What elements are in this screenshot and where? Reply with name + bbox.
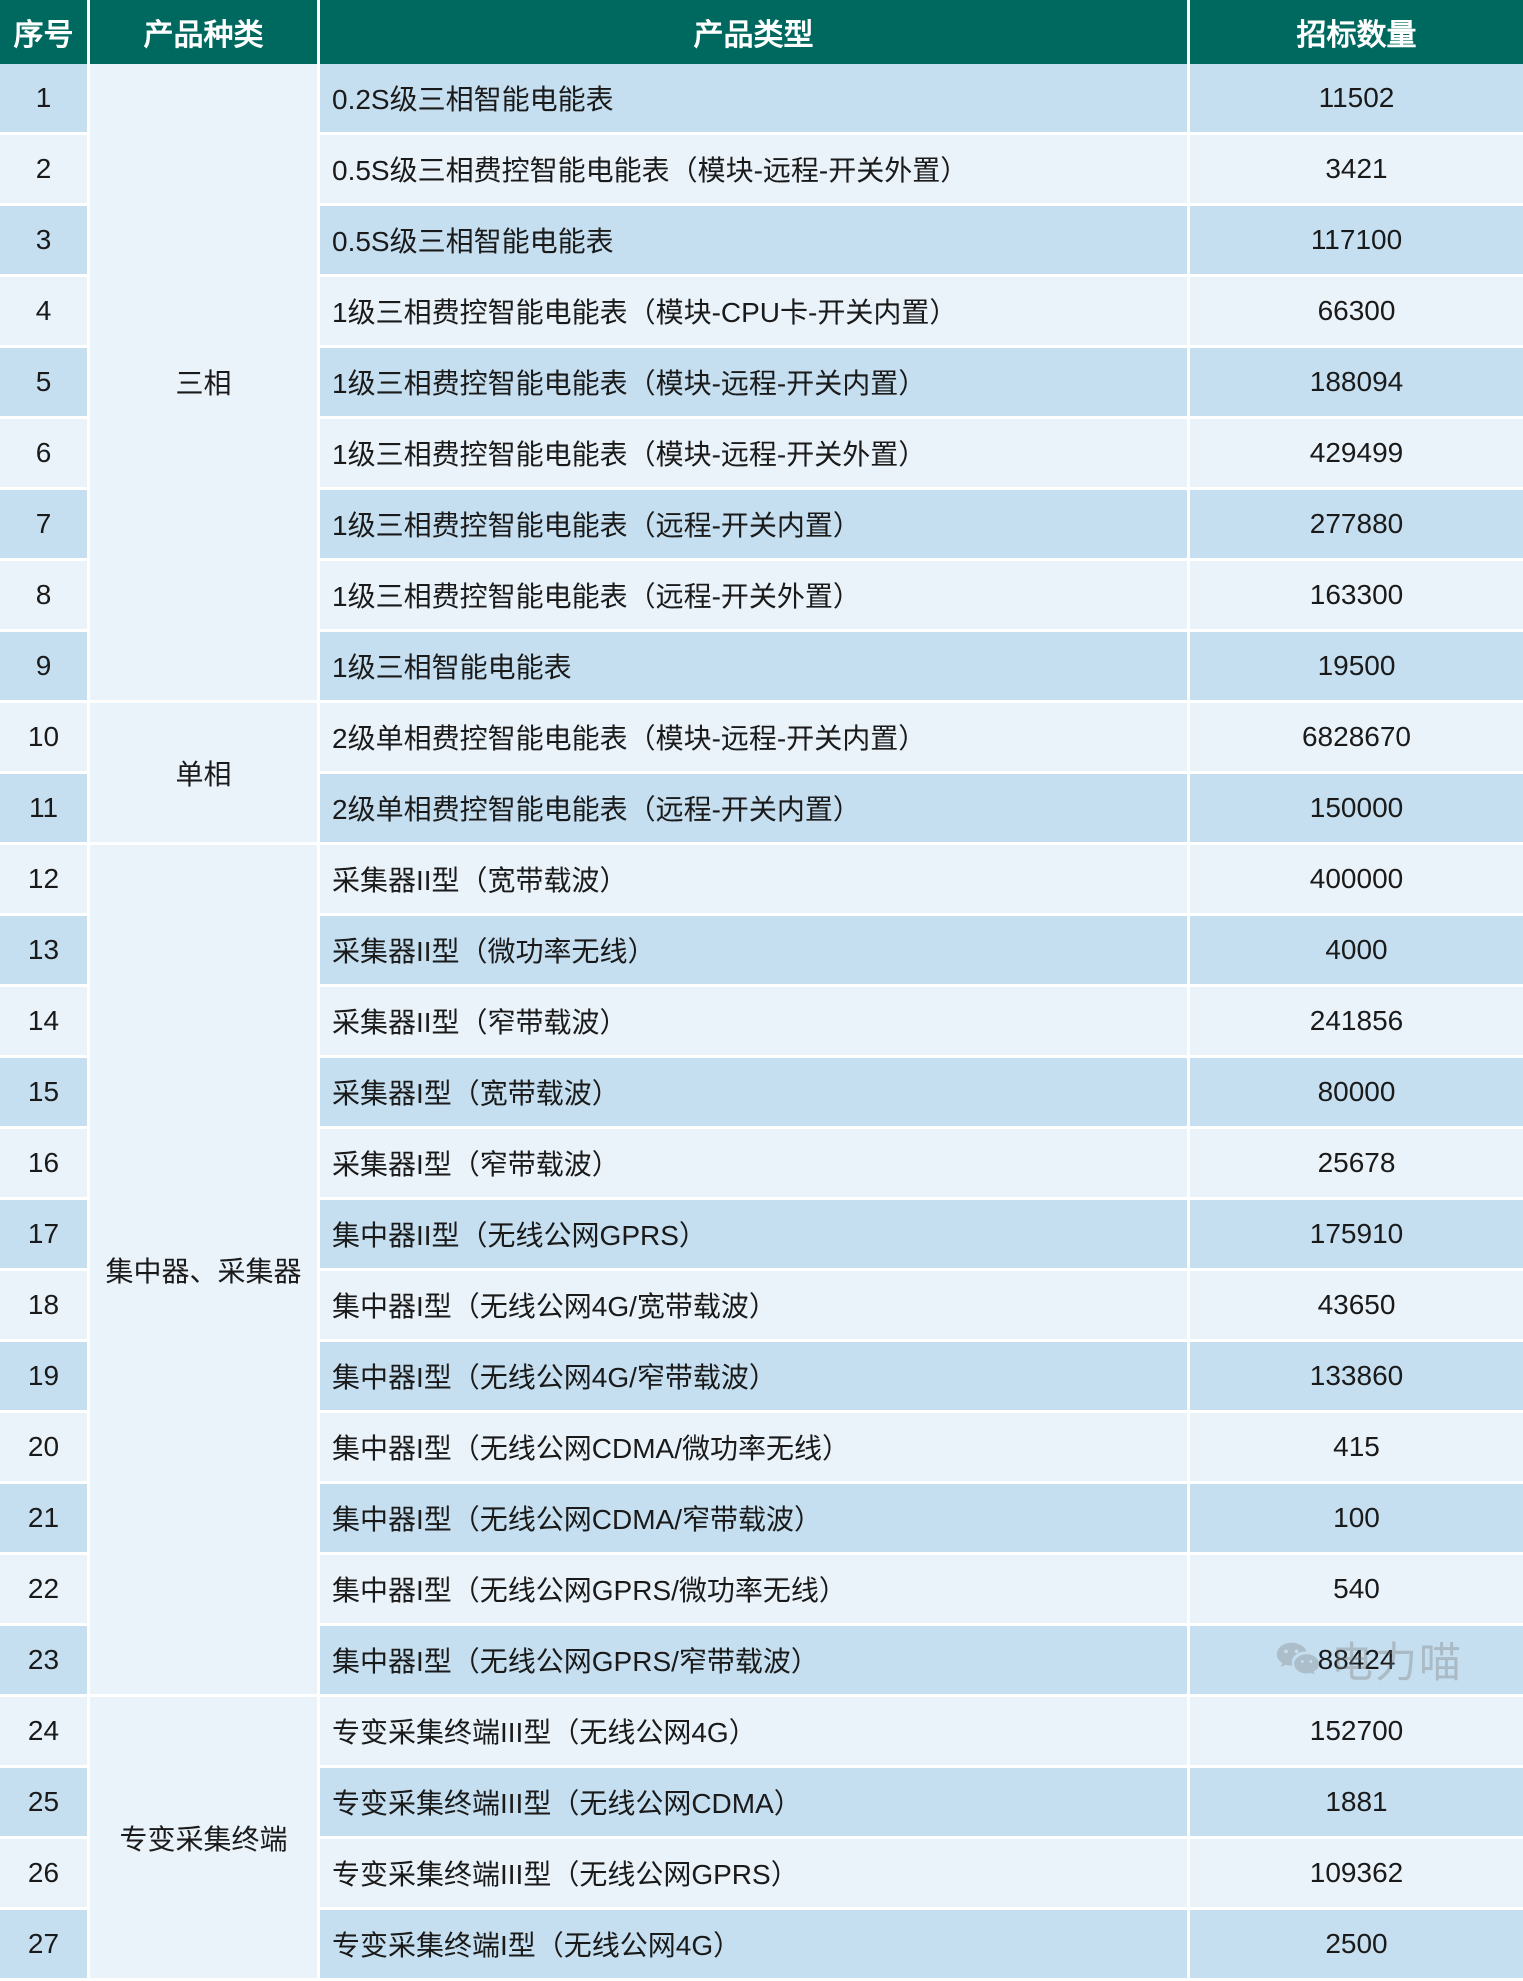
cell-type: 集中器II型（无线公网GPRS） [320,1200,1190,1271]
cell-seq: 22 [0,1555,90,1626]
cell-qty: 133860 [1190,1342,1523,1413]
cell-seq: 16 [0,1129,90,1200]
header-type: 产品类型 [320,0,1190,64]
cell-type: 采集器II型（窄带载波） [320,987,1190,1058]
cell-qty: 25678 [1190,1129,1523,1200]
cell-qty: 117100 [1190,206,1523,277]
cell-seq: 2 [0,135,90,206]
cell-seq: 14 [0,987,90,1058]
cell-type: 集中器I型（无线公网GPRS/微功率无线） [320,1555,1190,1626]
cell-type: 集中器I型（无线公网CDMA/微功率无线） [320,1413,1190,1484]
cell-qty: 2500 [1190,1910,1523,1981]
cell-type: 0.5S级三相费控智能电能表（模块-远程-开关外置） [320,135,1190,206]
cell-qty: 150000 [1190,774,1523,845]
cell-category: 三相 [90,64,320,703]
cell-seq: 24 [0,1697,90,1768]
cell-type: 采集器I型（窄带载波） [320,1129,1190,1200]
cell-type: 1级三相智能电能表 [320,632,1190,703]
cell-type: 2级单相费控智能电能表（模块-远程-开关内置） [320,703,1190,774]
cell-type: 1级三相费控智能电能表（远程-开关外置） [320,561,1190,632]
header-category: 产品种类 [90,0,320,64]
cell-seq: 27 [0,1910,90,1981]
cell-seq: 20 [0,1413,90,1484]
cell-seq: 21 [0,1484,90,1555]
table-row: 10单相2级单相费控智能电能表（模块-远程-开关内置）6828670 [0,703,1523,774]
cell-seq: 12 [0,845,90,916]
cell-seq: 18 [0,1271,90,1342]
cell-seq: 4 [0,277,90,348]
cell-type: 集中器I型（无线公网4G/宽带载波） [320,1271,1190,1342]
cell-type: 采集器II型（微功率无线） [320,916,1190,987]
cell-qty: 277880 [1190,490,1523,561]
cell-seq: 10 [0,703,90,774]
table-header-row: 序号 产品种类 产品类型 招标数量 [0,0,1523,64]
cell-qty: 43650 [1190,1271,1523,1342]
cell-seq: 9 [0,632,90,703]
cell-qty: 4000 [1190,916,1523,987]
cell-seq: 17 [0,1200,90,1271]
cell-qty: 241856 [1190,987,1523,1058]
cell-qty: 163300 [1190,561,1523,632]
cell-seq: 5 [0,348,90,419]
cell-qty: 152700 [1190,1697,1523,1768]
cell-type: 专变采集终端III型（无线公网4G） [320,1697,1190,1768]
header-qty: 招标数量 [1190,0,1523,64]
cell-seq: 15 [0,1058,90,1129]
cell-type: 专变采集终端III型（无线公网CDMA） [320,1768,1190,1839]
cell-seq: 23 [0,1626,90,1697]
table-body: 1三相0.2S级三相智能电能表11502 2 0.5S级三相费控智能电能表（模块-远… [0,64,1523,1981]
cell-type: 2级单相费控智能电能表（远程-开关内置） [320,774,1190,845]
table-row: 1三相0.2S级三相智能电能表11502 [0,64,1523,135]
cell-qty: 80000 [1190,1058,1523,1129]
cell-qty: 100 [1190,1484,1523,1555]
cell-qty: 6828670 [1190,703,1523,774]
cell-qty: 109362 [1190,1839,1523,1910]
cell-seq: 1 [0,64,90,135]
cell-type: 集中器I型（无线公网4G/窄带载波） [320,1342,1190,1413]
cell-type: 0.2S级三相智能电能表 [320,64,1190,135]
cell-seq: 11 [0,774,90,845]
cell-type: 集中器I型（无线公网GPRS/窄带载波） [320,1626,1190,1697]
cell-qty: 1881 [1190,1768,1523,1839]
cell-qty: 175910 [1190,1200,1523,1271]
cell-seq: 3 [0,206,90,277]
cell-category: 单相 [90,703,320,845]
cell-type: 采集器II型（宽带载波） [320,845,1190,916]
header-seq: 序号 [0,0,90,64]
cell-type: 1级三相费控智能电能表（模块-远程-开关外置） [320,419,1190,490]
product-table: 序号 产品种类 产品类型 招标数量 1三相0.2S级三相智能电能表1150220… [0,0,1523,1981]
cell-qty: 415 [1190,1413,1523,1484]
cell-category: 集中器、采集器 [90,845,320,1697]
cell-qty: 3421 [1190,135,1523,206]
cell-type: 专变采集终端I型（无线公网4G） [320,1910,1190,1981]
cell-qty: 88424 [1190,1626,1523,1697]
table-row: 24专变采集终端专变采集终端III型（无线公网4G）152700 [0,1697,1523,1768]
cell-type: 1级三相费控智能电能表（模块-CPU卡-开关内置） [320,277,1190,348]
cell-qty: 400000 [1190,845,1523,916]
cell-qty: 188094 [1190,348,1523,419]
cell-qty: 66300 [1190,277,1523,348]
cell-type: 0.5S级三相智能电能表 [320,206,1190,277]
cell-qty: 11502 [1190,64,1523,135]
cell-type: 专变采集终端III型（无线公网GPRS） [320,1839,1190,1910]
cell-seq: 25 [0,1768,90,1839]
cell-seq: 13 [0,916,90,987]
cell-type: 1级三相费控智能电能表（模块-远程-开关内置） [320,348,1190,419]
cell-seq: 8 [0,561,90,632]
cell-seq: 19 [0,1342,90,1413]
cell-type: 集中器I型（无线公网CDMA/窄带载波） [320,1484,1190,1555]
cell-qty: 19500 [1190,632,1523,703]
table-row: 12集中器、采集器采集器II型（宽带载波）400000 [0,845,1523,916]
cell-qty: 429499 [1190,419,1523,490]
cell-seq: 26 [0,1839,90,1910]
cell-seq: 6 [0,419,90,490]
cell-type: 1级三相费控智能电能表（远程-开关内置） [320,490,1190,561]
cell-seq: 7 [0,490,90,561]
cell-qty: 540 [1190,1555,1523,1626]
cell-type: 采集器I型（宽带载波） [320,1058,1190,1129]
cell-category: 专变采集终端 [90,1697,320,1981]
